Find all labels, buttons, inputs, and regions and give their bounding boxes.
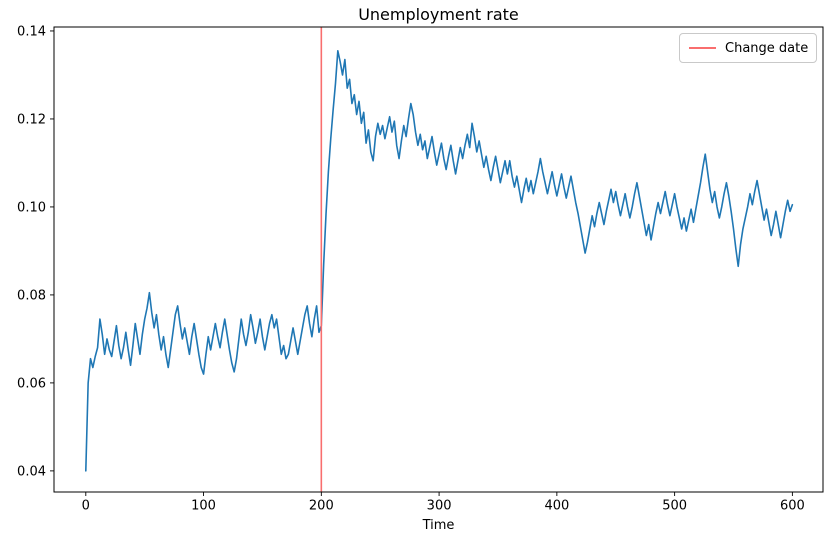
axes-spines — [53, 26, 824, 493]
x-tick-label: 600 — [780, 499, 805, 514]
y-tick-label: 0.06 — [17, 376, 46, 391]
legend: Change date — [679, 33, 817, 63]
legend-entry-label: Change date — [725, 40, 809, 56]
x-tick-label: 0 — [82, 499, 90, 514]
y-tick-label: 0.10 — [17, 200, 46, 215]
y-tick-label: 0.04 — [17, 464, 46, 479]
x-tick-label: 500 — [662, 499, 687, 514]
x-axis-label: Time — [422, 518, 455, 533]
y-tick-label: 0.08 — [17, 288, 46, 303]
y-tick-label: 0.14 — [17, 24, 46, 39]
x-tick-label: 300 — [427, 499, 452, 514]
legend-line-swatch-icon — [689, 47, 716, 49]
x-tick-label: 100 — [191, 499, 216, 514]
x-tick-label: 400 — [544, 499, 569, 514]
series-line-unemployment_rate — [85, 49, 794, 472]
x-tick-label: 200 — [309, 499, 334, 514]
chart-title: Unemployment rate — [358, 5, 519, 24]
y-tick-label: 0.12 — [17, 112, 46, 127]
